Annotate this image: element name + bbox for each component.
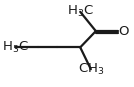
Text: H$_3$C: H$_3$C: [2, 40, 29, 55]
Text: CH$_3$: CH$_3$: [78, 62, 104, 77]
Text: O: O: [119, 25, 129, 38]
Text: H$_3$C: H$_3$C: [67, 4, 94, 19]
